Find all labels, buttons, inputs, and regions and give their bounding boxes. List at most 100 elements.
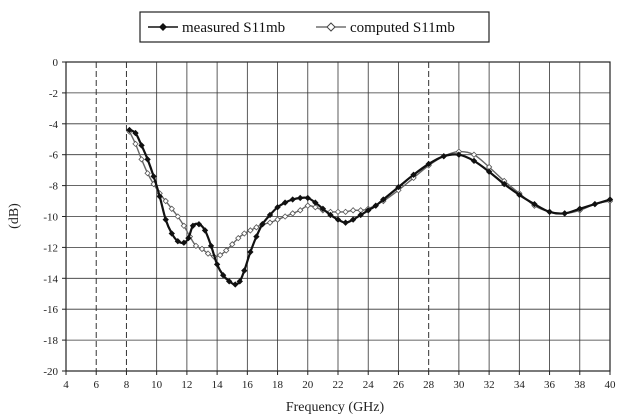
measured-point: [219, 272, 227, 279]
legend-marker-computed: [326, 22, 336, 32]
measured-point: [297, 194, 304, 202]
measured-point: [266, 211, 274, 219]
computed-point: [241, 230, 248, 237]
measured-point: [312, 199, 319, 206]
computed-point: [180, 222, 188, 229]
measured-point: [168, 230, 175, 237]
x-tick-label: 26: [393, 379, 405, 391]
measured-point: [334, 216, 342, 223]
computed-point: [204, 250, 212, 257]
measured-point: [561, 210, 568, 217]
x-tick-label: 32: [484, 379, 495, 391]
computed-point: [312, 204, 319, 211]
computed-point: [223, 247, 230, 254]
measured-point: [185, 234, 192, 242]
x-tick-label: 22: [333, 379, 344, 391]
measured-point: [380, 196, 387, 203]
legend-marker-measured: [159, 23, 167, 31]
x-tick-label: 20: [302, 379, 314, 391]
computed-point: [138, 156, 145, 163]
x-tick-label: 8: [124, 379, 130, 391]
computed-point: [304, 202, 311, 209]
measured-point: [470, 157, 478, 165]
legend-label-measured: measured S11mb: [182, 20, 285, 36]
y-tick-label: -20: [43, 366, 58, 378]
x-tick-label: 34: [514, 379, 526, 391]
measured-point: [274, 204, 281, 211]
measured-point: [144, 156, 151, 163]
measured-point: [189, 222, 197, 229]
x-tick-label: 36: [544, 379, 556, 391]
x-tick-label: 10: [151, 379, 163, 391]
measured-point: [289, 196, 296, 203]
measured-point: [440, 153, 447, 160]
gridlines: [66, 62, 610, 371]
measured-point: [232, 281, 239, 288]
measured-point: [485, 168, 493, 175]
measured-point: [138, 142, 145, 149]
measured-point: [576, 205, 583, 212]
y-tick-label: -6: [49, 150, 59, 162]
y-tick-label: -12: [43, 242, 58, 254]
measured-point: [425, 160, 432, 168]
x-tick-label: 6: [93, 379, 99, 391]
legend-box: [139, 11, 490, 43]
legend-label-computed: computed S11mb: [350, 20, 455, 36]
measured-point: [455, 151, 463, 158]
computed-point: [192, 242, 200, 250]
y-axis-label: (dB): [7, 203, 22, 229]
measured-point: [365, 207, 372, 214]
measured-point: [207, 242, 215, 250]
computed-point: [349, 207, 357, 214]
x-tick-label: 30: [453, 379, 465, 391]
computed-point: [132, 140, 139, 148]
measured-point: [132, 129, 139, 137]
x-tick-label: 16: [242, 379, 254, 391]
x-tick-label: 38: [574, 379, 586, 391]
y-axis-ticks: 0 -2 -4 -6 -8 -10 -12 -14 -16 -18 -20: [43, 57, 66, 378]
measured-point: [259, 221, 266, 228]
computed-point: [235, 234, 242, 242]
computed-point: [274, 216, 281, 223]
legend: measured S11mb computed S11mb: [139, 11, 490, 43]
series-measured: [126, 126, 614, 288]
computed-point: [144, 170, 151, 177]
x-tick-label: 18: [272, 379, 284, 391]
measured-point: [201, 227, 209, 234]
measured-point: [236, 278, 243, 285]
measured-point: [516, 191, 523, 199]
measured-point: [195, 221, 203, 228]
measured-point: [174, 238, 181, 245]
measured-point: [342, 219, 349, 226]
measured-point: [126, 126, 133, 134]
series-layer: [126, 126, 614, 288]
measured-point: [501, 180, 508, 188]
y-tick-label: -8: [49, 181, 59, 193]
computed-point: [289, 210, 296, 217]
x-tick-label: 4: [63, 379, 69, 391]
computed-point: [174, 213, 181, 220]
computed-point: [216, 251, 224, 259]
measured-point: [253, 233, 260, 240]
measured-point: [213, 261, 221, 268]
x-tick-label: 24: [363, 379, 375, 391]
computed-point: [247, 227, 254, 234]
computed-point: [266, 219, 274, 226]
measured-point: [357, 211, 364, 219]
computed-point: [253, 224, 260, 231]
computed-point: [281, 213, 289, 220]
y-tick-label: -14: [43, 273, 58, 285]
measured-point: [180, 239, 188, 246]
measured-point: [281, 199, 289, 206]
measured-point: [546, 208, 553, 216]
computed-point: [470, 151, 478, 158]
measured-point: [327, 211, 334, 219]
measured-point: [319, 205, 327, 212]
y-tick-label: -10: [43, 212, 58, 224]
x-tick-label: 28: [423, 379, 435, 391]
measured-point: [372, 202, 379, 209]
measured-point: [606, 196, 614, 203]
measured-point: [162, 216, 169, 223]
computed-point: [229, 241, 236, 248]
